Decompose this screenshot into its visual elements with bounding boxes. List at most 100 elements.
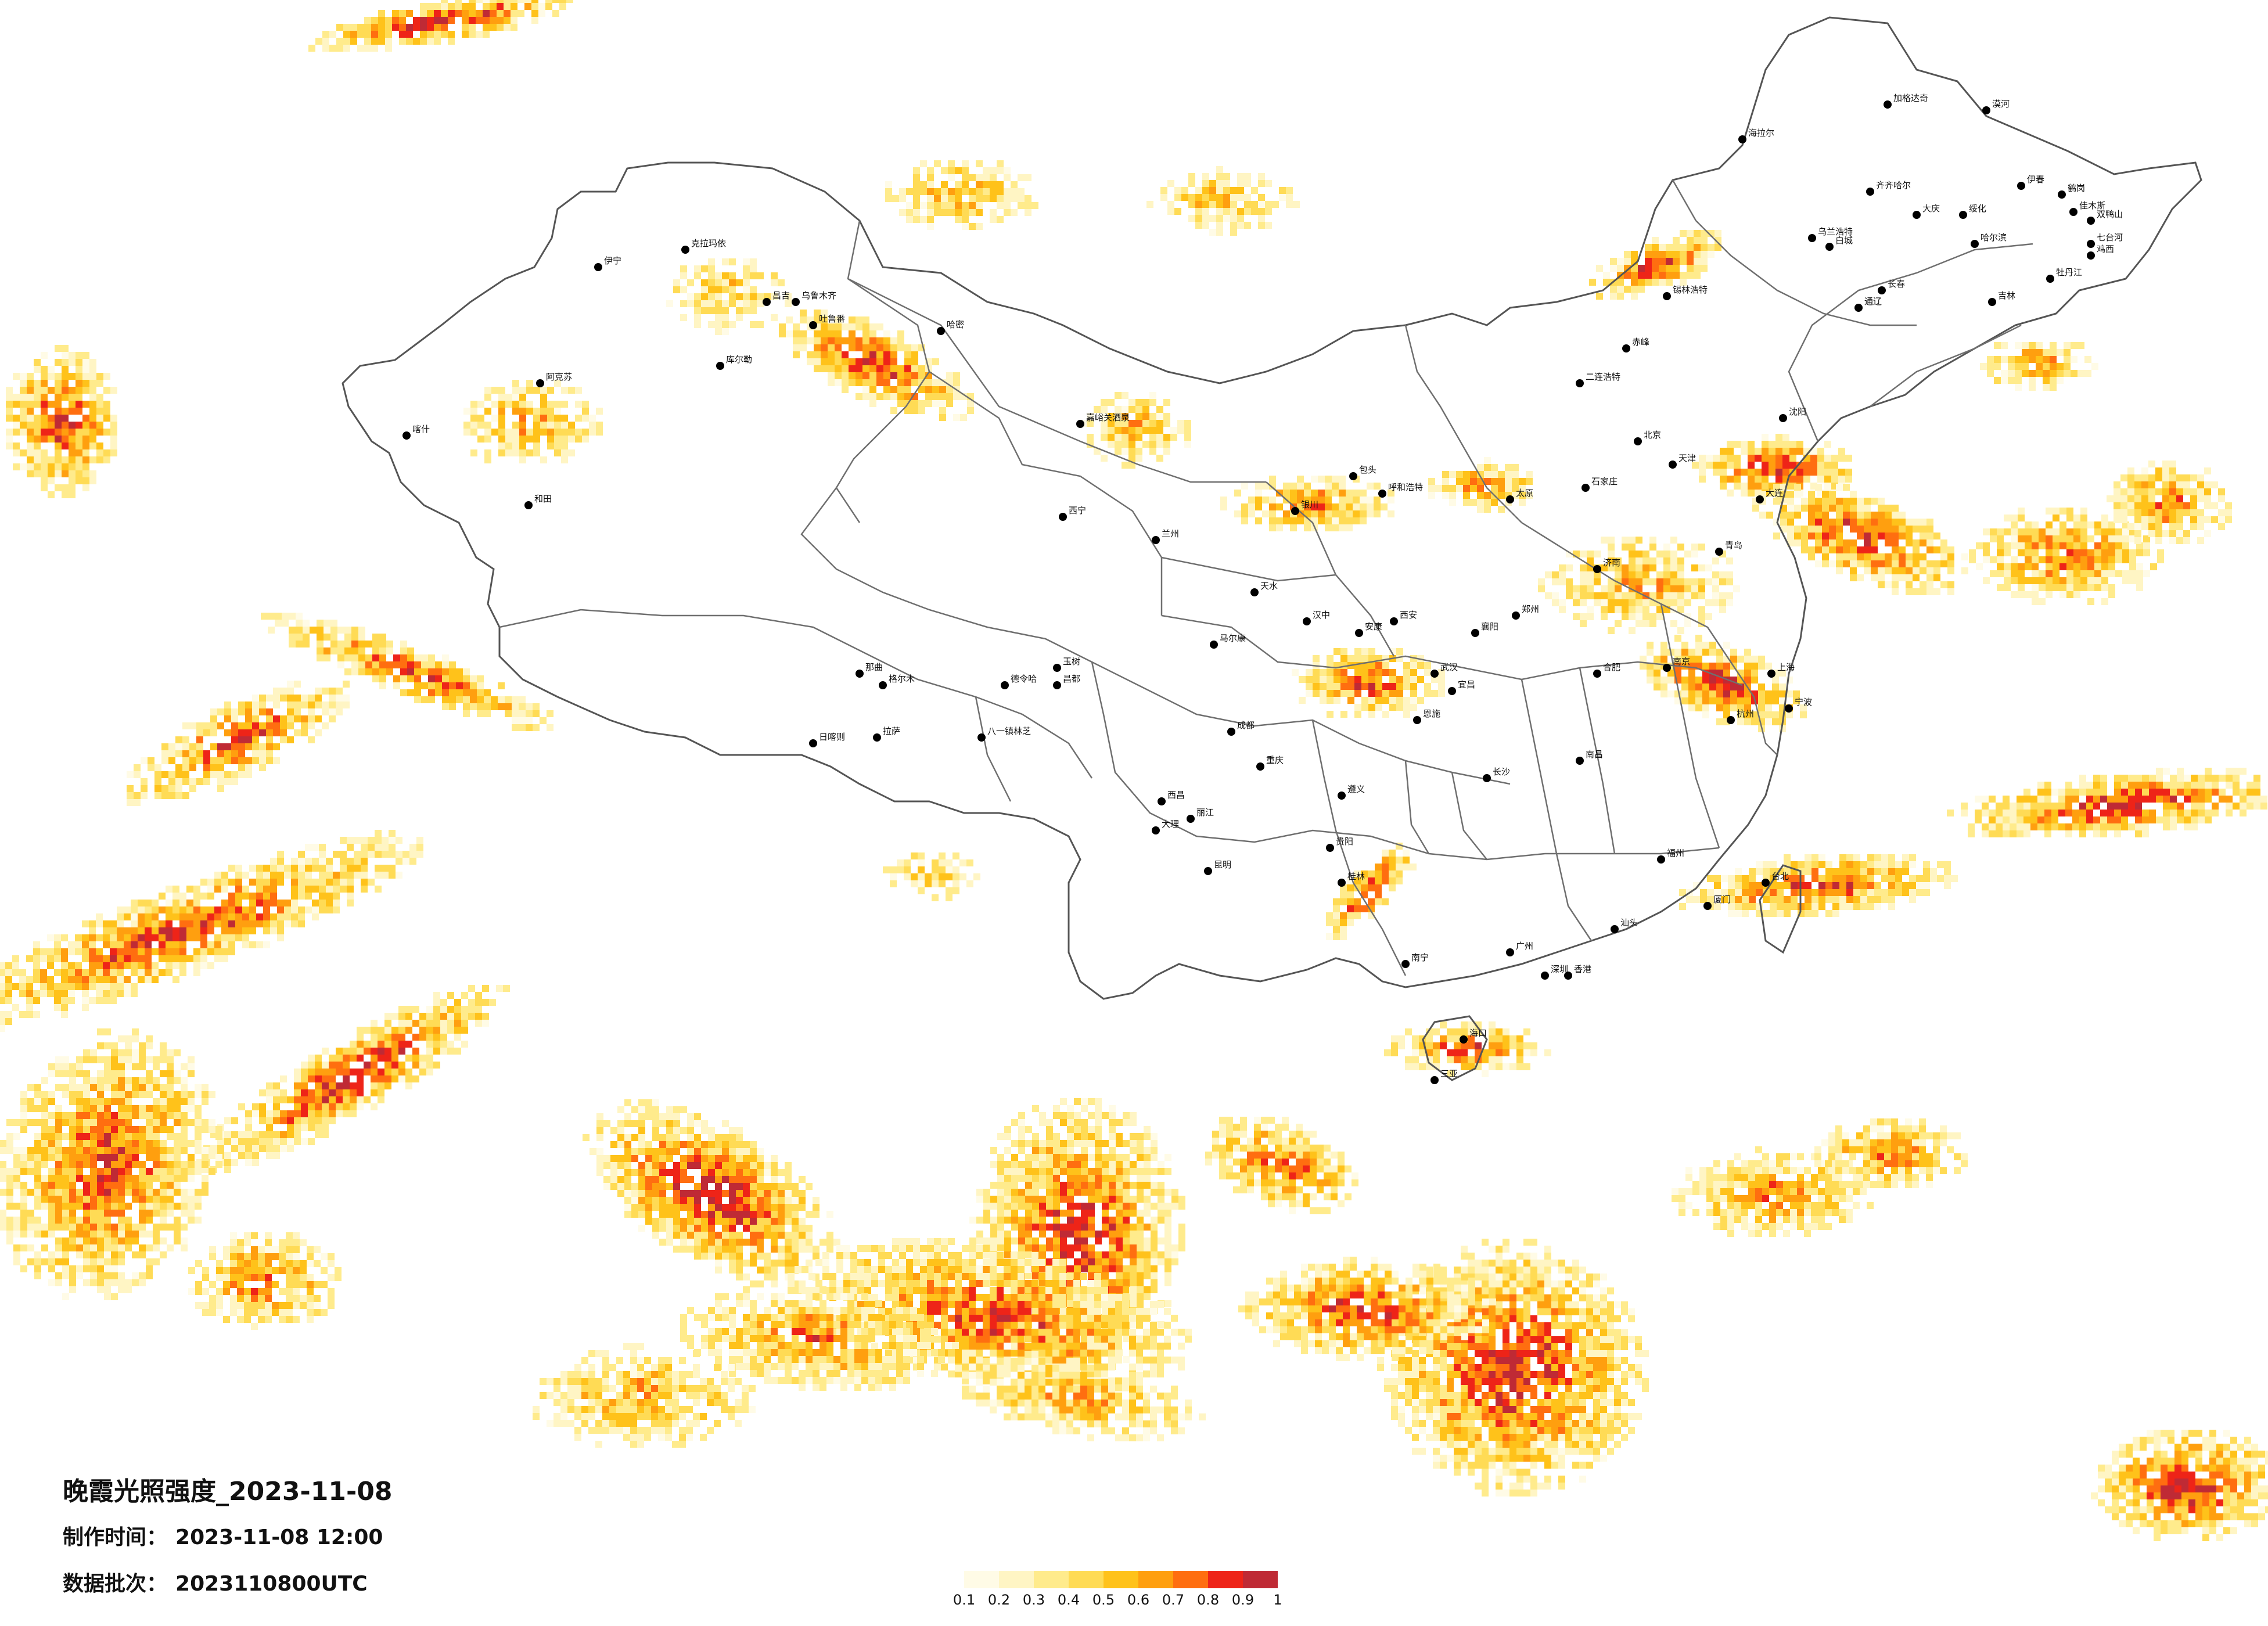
heat-cell — [160, 1251, 167, 1258]
heat-cell — [1523, 1315, 1530, 1322]
heat-cell — [934, 1336, 941, 1343]
heat-cell — [1039, 1265, 1046, 1272]
heat-cell — [1385, 1312, 1392, 1319]
heat-cell — [610, 1155, 617, 1162]
heat-cell — [284, 913, 291, 920]
heat-cell — [118, 1231, 125, 1238]
heat-cell — [1081, 1147, 1088, 1154]
heat-cell — [1053, 1238, 1060, 1244]
heat-cell — [1137, 1272, 1144, 1279]
heat-cell — [1336, 1292, 1343, 1298]
heat-cell — [19, 983, 26, 990]
heat-cell — [389, 872, 396, 879]
heat-cell — [906, 1301, 913, 1308]
heat-cell — [828, 323, 835, 330]
heat-cell — [948, 1266, 955, 1273]
heat-cell — [364, 38, 371, 45]
heat-cell — [462, 31, 469, 38]
heat-cell — [1350, 1305, 1357, 1312]
heat-cell — [405, 1075, 412, 1082]
heat-cell — [722, 1239, 729, 1246]
heat-cell — [378, 1055, 384, 1062]
heat-cell — [1593, 1343, 1600, 1350]
heat-cell — [904, 393, 911, 400]
heat-cell — [1558, 1476, 1565, 1483]
heat-cell — [69, 1140, 76, 1147]
heat-cell — [441, 24, 448, 31]
heat-cell — [1371, 1292, 1378, 1298]
heat-cell — [34, 1217, 41, 1224]
heat-cell — [167, 1112, 174, 1119]
heat-cell — [757, 1148, 764, 1155]
heat-cell — [1137, 1265, 1144, 1272]
heat-cell — [939, 400, 946, 407]
heat-cell — [764, 1197, 771, 1204]
heat-cell — [55, 1105, 62, 1112]
heat-cell — [382, 844, 389, 851]
heat-cell — [13, 1224, 20, 1231]
heat-cell — [1516, 1434, 1523, 1441]
heat-cell — [61, 955, 68, 962]
heat-cell — [291, 900, 298, 906]
heat-cell — [343, 1048, 350, 1055]
heat-cell — [55, 1182, 62, 1189]
heat-cell — [62, 1224, 69, 1231]
heat-cell — [1468, 1267, 1475, 1274]
heat-cell — [188, 1140, 195, 1147]
heat-cell — [221, 872, 228, 879]
heat-cell — [1073, 1280, 1080, 1287]
heat-cell — [1101, 1287, 1108, 1294]
heat-cell — [179, 941, 186, 948]
heat-cell — [312, 879, 319, 886]
heat-cell — [160, 1112, 167, 1119]
heat-cell — [96, 969, 103, 976]
heat-cell — [1137, 1182, 1144, 1189]
heat-cell — [757, 1246, 764, 1253]
heat-cell — [434, 24, 441, 31]
heat-cell — [788, 1280, 795, 1287]
heat-cell — [368, 851, 375, 858]
heat-cell — [83, 1112, 90, 1119]
heat-cell — [228, 879, 235, 886]
heat-cell — [1399, 1285, 1406, 1292]
heat-cell — [167, 1175, 174, 1182]
heat-cell — [69, 1112, 76, 1119]
heat-cell — [885, 1252, 892, 1259]
heat-cell — [1095, 1251, 1102, 1258]
heat-cell — [1600, 1399, 1607, 1406]
heat-cell — [96, 997, 103, 1004]
heat-cell — [1038, 1350, 1045, 1357]
heat-cell — [687, 1197, 694, 1204]
heat-cell — [110, 955, 117, 962]
heat-cell — [385, 38, 392, 45]
heat-cell — [920, 1273, 927, 1280]
heat-cell — [934, 1266, 941, 1273]
heat-cell — [266, 1089, 273, 1096]
heat-cell — [934, 1252, 941, 1259]
heat-cell — [1025, 1210, 1032, 1217]
heat-cell — [104, 1028, 111, 1035]
heat-cell — [54, 983, 61, 990]
heat-cell — [899, 1287, 906, 1294]
heat-cell — [1088, 1154, 1095, 1161]
heat-cell — [1516, 1329, 1523, 1336]
heat-cell — [104, 1189, 111, 1196]
heat-cell — [1628, 1336, 1635, 1343]
heat-cell — [552, 0, 559, 3]
heat-cell — [1067, 1210, 1074, 1217]
heat-cell — [83, 1154, 90, 1161]
heat-cell — [835, 316, 842, 323]
heat-cell — [181, 1119, 188, 1126]
heat-cell — [1558, 1350, 1565, 1357]
heat-cell — [97, 1056, 104, 1063]
heat-cell — [118, 1217, 125, 1224]
heat-cell — [249, 927, 256, 934]
heat-cell — [836, 1252, 843, 1259]
heat-cell — [1572, 1420, 1579, 1427]
heat-cell — [1385, 1319, 1392, 1326]
heat-cell — [911, 344, 918, 351]
heat-cell — [1392, 1347, 1399, 1354]
heat-cell — [1343, 1292, 1350, 1298]
heat-cell — [104, 1196, 111, 1203]
heat-cell — [1315, 1326, 1322, 1333]
